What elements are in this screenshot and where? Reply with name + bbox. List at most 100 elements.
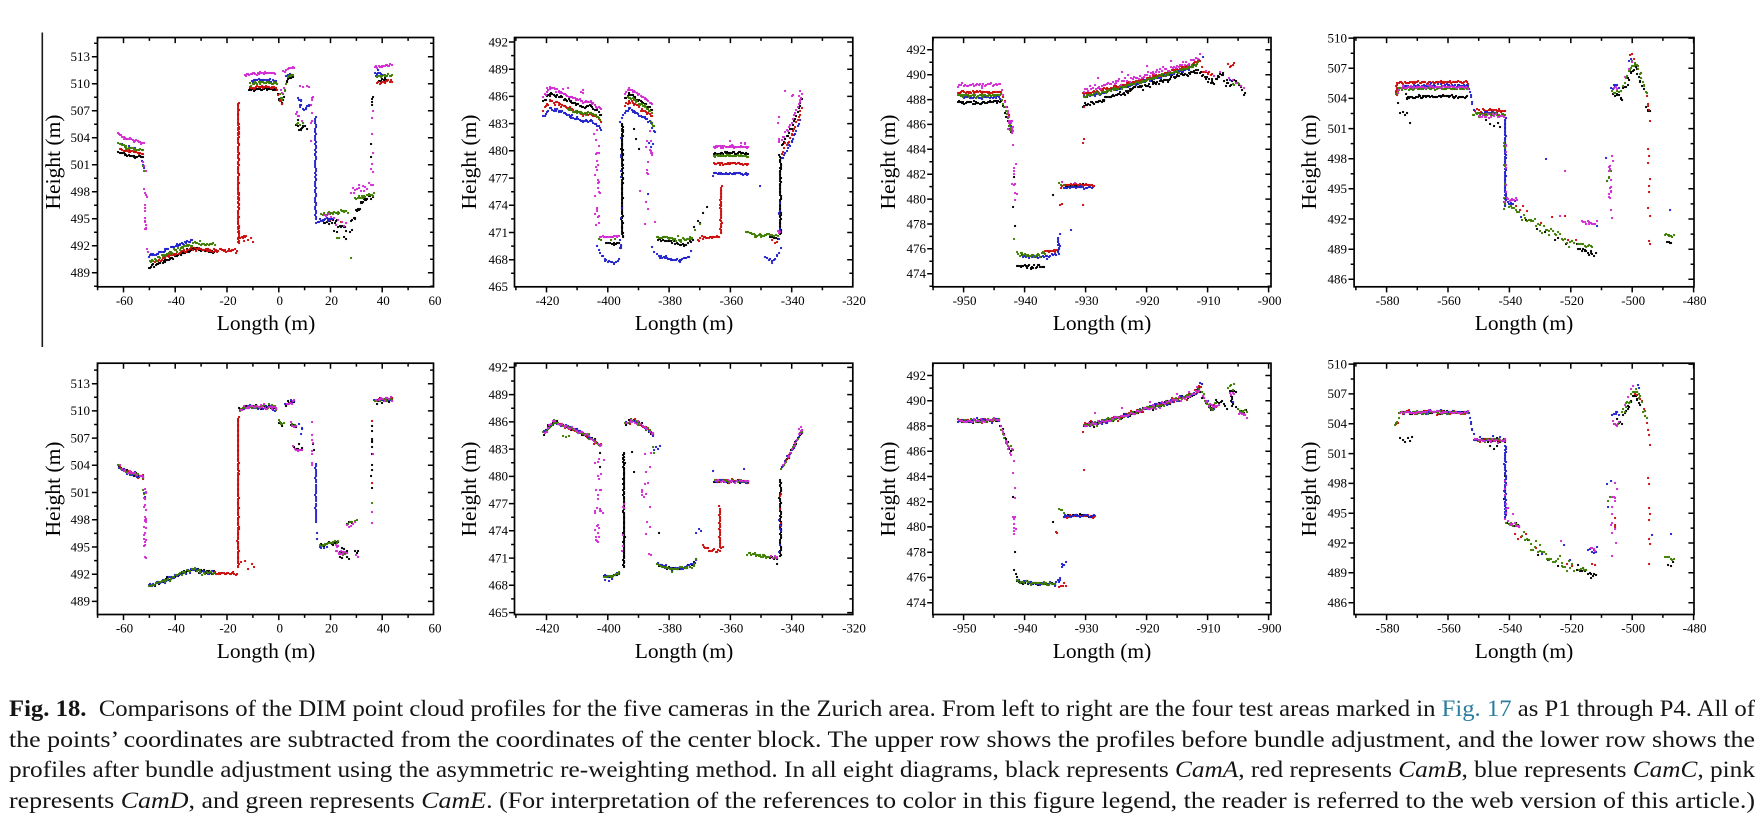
svg-text:495: 495 xyxy=(71,539,91,554)
svg-text:-930: -930 xyxy=(1075,293,1099,308)
svg-text:468: 468 xyxy=(489,252,509,267)
svg-text:-920: -920 xyxy=(1136,293,1160,308)
svg-text:482: 482 xyxy=(907,494,927,509)
svg-text:-60: -60 xyxy=(116,293,133,308)
svg-text:480: 480 xyxy=(489,469,509,484)
svg-text:507: 507 xyxy=(1328,61,1348,76)
svg-text:471: 471 xyxy=(489,550,509,565)
svg-text:478: 478 xyxy=(907,216,927,231)
svg-text:-20: -20 xyxy=(219,293,236,308)
svg-text:482: 482 xyxy=(907,167,927,182)
svg-text:-320: -320 xyxy=(842,621,866,636)
svg-text:498: 498 xyxy=(71,512,91,527)
svg-text:-40: -40 xyxy=(168,621,185,636)
svg-text:Height (m): Height (m) xyxy=(41,115,65,210)
svg-text:489: 489 xyxy=(489,387,509,402)
svg-text:-520: -520 xyxy=(1560,621,1584,636)
svg-text:20: 20 xyxy=(325,621,338,636)
svg-text:Height (m): Height (m) xyxy=(876,115,900,210)
svg-text:510: 510 xyxy=(1328,30,1348,45)
svg-text:60: 60 xyxy=(429,293,442,308)
svg-text:486: 486 xyxy=(489,414,509,429)
svg-text:Longth (m): Longth (m) xyxy=(635,639,734,663)
svg-text:504: 504 xyxy=(71,458,91,473)
svg-text:-920: -920 xyxy=(1136,621,1160,636)
svg-text:-400: -400 xyxy=(597,293,621,308)
svg-text:-420: -420 xyxy=(536,621,560,636)
svg-text:486: 486 xyxy=(907,444,927,459)
svg-text:498: 498 xyxy=(1328,151,1348,166)
svg-text:495: 495 xyxy=(1328,506,1348,521)
svg-text:0: 0 xyxy=(277,621,284,636)
svg-text:-940: -940 xyxy=(1014,293,1038,308)
svg-text:Longth (m): Longth (m) xyxy=(1475,311,1574,335)
svg-text:-480: -480 xyxy=(1683,293,1707,308)
svg-text:513: 513 xyxy=(71,376,91,391)
svg-text:492: 492 xyxy=(907,368,927,383)
svg-text:-60: -60 xyxy=(116,621,133,636)
svg-text:Longth (m): Longth (m) xyxy=(1053,311,1152,335)
svg-text:510: 510 xyxy=(71,76,91,91)
svg-text:468: 468 xyxy=(489,578,509,593)
svg-text:-360: -360 xyxy=(719,293,743,308)
svg-text:507: 507 xyxy=(71,103,91,118)
svg-text:495: 495 xyxy=(1328,181,1348,196)
svg-text:490: 490 xyxy=(907,393,927,408)
svg-text:474: 474 xyxy=(907,266,927,281)
svg-text:492: 492 xyxy=(489,34,509,49)
svg-text:-940: -940 xyxy=(1014,621,1038,636)
svg-text:Height (m): Height (m) xyxy=(457,442,481,537)
svg-text:-360: -360 xyxy=(719,621,743,636)
svg-text:510: 510 xyxy=(1328,356,1348,371)
svg-text:492: 492 xyxy=(489,360,509,375)
svg-text:-950: -950 xyxy=(953,293,977,308)
svg-text:471: 471 xyxy=(489,225,509,240)
svg-text:-480: -480 xyxy=(1683,621,1707,636)
svg-text:489: 489 xyxy=(489,62,509,77)
svg-text:501: 501 xyxy=(71,485,91,500)
svg-text:40: 40 xyxy=(377,621,390,636)
svg-text:513: 513 xyxy=(71,49,91,64)
svg-text:-540: -540 xyxy=(1498,621,1522,636)
svg-text:492: 492 xyxy=(71,238,91,253)
svg-text:-500: -500 xyxy=(1621,621,1645,636)
svg-text:-910: -910 xyxy=(1197,293,1221,308)
svg-text:Height (m): Height (m) xyxy=(1297,442,1321,537)
svg-text:Longth (m): Longth (m) xyxy=(635,311,734,335)
svg-text:486: 486 xyxy=(489,89,509,104)
svg-text:483: 483 xyxy=(489,116,509,131)
svg-text:478: 478 xyxy=(907,545,927,560)
svg-text:-900: -900 xyxy=(1258,621,1282,636)
svg-text:-580: -580 xyxy=(1376,293,1400,308)
svg-text:486: 486 xyxy=(907,117,927,132)
svg-text:492: 492 xyxy=(907,42,927,57)
svg-text:476: 476 xyxy=(907,241,927,256)
svg-text:Longth (m): Longth (m) xyxy=(1475,639,1574,663)
svg-text:504: 504 xyxy=(1328,416,1348,431)
svg-text:Height (m): Height (m) xyxy=(41,442,65,537)
svg-text:488: 488 xyxy=(907,418,927,433)
svg-text:-910: -910 xyxy=(1197,621,1221,636)
svg-text:60: 60 xyxy=(429,621,442,636)
svg-text:-900: -900 xyxy=(1258,293,1282,308)
svg-text:483: 483 xyxy=(489,441,509,456)
svg-text:484: 484 xyxy=(907,142,927,157)
svg-text:488: 488 xyxy=(907,92,927,107)
svg-text:501: 501 xyxy=(1328,121,1348,136)
svg-text:-420: -420 xyxy=(536,293,560,308)
svg-text:489: 489 xyxy=(1328,565,1348,580)
svg-text:498: 498 xyxy=(1328,476,1348,491)
svg-text:474: 474 xyxy=(907,595,927,610)
svg-text:501: 501 xyxy=(71,157,91,172)
svg-text:504: 504 xyxy=(71,130,91,145)
svg-text:20: 20 xyxy=(325,293,338,308)
svg-text:492: 492 xyxy=(1328,535,1348,550)
svg-text:Height (m): Height (m) xyxy=(457,115,481,210)
svg-text:480: 480 xyxy=(489,143,509,158)
svg-text:-400: -400 xyxy=(597,621,621,636)
svg-text:490: 490 xyxy=(907,67,927,82)
svg-text:501: 501 xyxy=(1328,446,1348,461)
svg-text:40: 40 xyxy=(377,293,390,308)
svg-text:-40: -40 xyxy=(168,293,185,308)
svg-text:Longth (m): Longth (m) xyxy=(1053,639,1152,663)
